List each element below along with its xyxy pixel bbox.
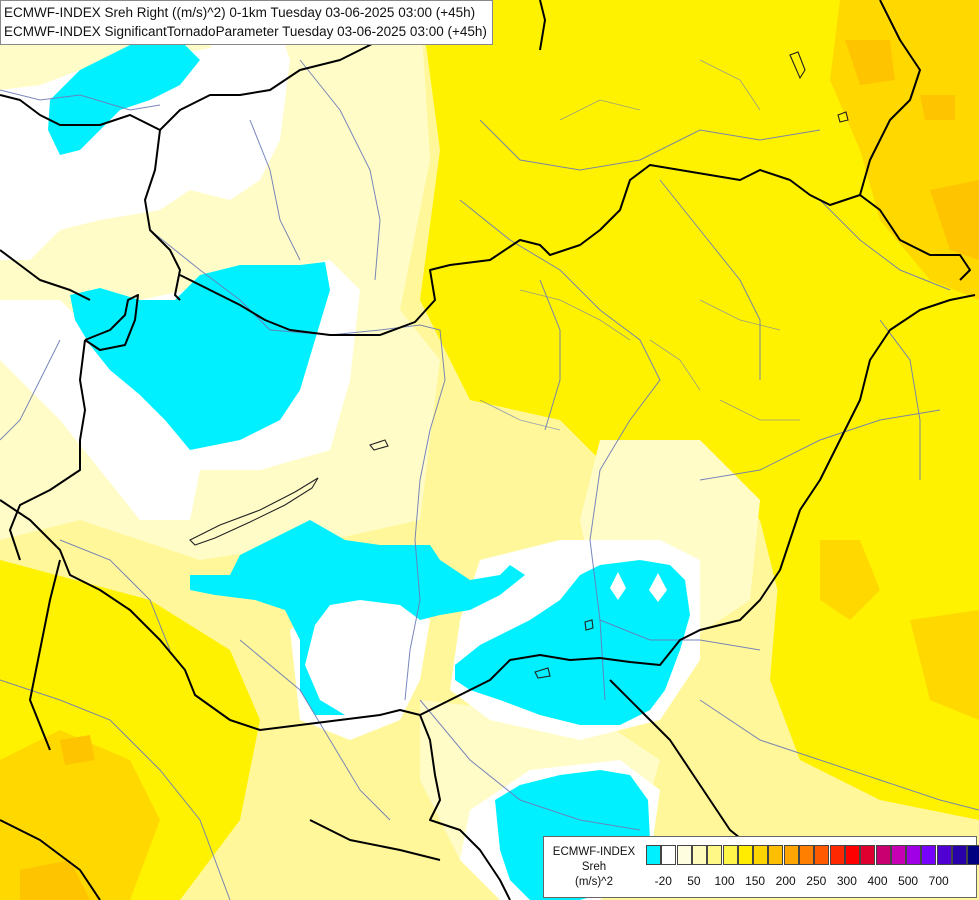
- legend-tick-label: 50: [687, 874, 701, 888]
- legend-tick-label: 200: [775, 874, 796, 888]
- legend-tick-label: 250: [806, 874, 827, 888]
- legend-swatch: [829, 845, 845, 865]
- legend-swatch: [691, 845, 707, 865]
- title-line-1: ECMWF-INDEX Sreh Right ((m/s)^2) 0-1km T…: [4, 5, 476, 20]
- legend-title-line-2: Sreh: [581, 861, 607, 873]
- legend-tick-label: 400: [867, 874, 888, 888]
- legend-title: ECMWF-INDEX Sreh (m/s)^2: [544, 845, 644, 890]
- legend-swatch: [860, 845, 876, 865]
- legend-swatch: [768, 845, 784, 865]
- color-legend: ECMWF-INDEX Sreh (m/s)^2 -20 50 100 150 200 2…: [543, 836, 979, 898]
- legend-swatch: [875, 845, 891, 865]
- legend-swatch: [936, 845, 952, 865]
- admin-boundaries: [479, 59, 800, 431]
- legend-swatch: [844, 845, 860, 865]
- legend-swatch: [967, 845, 979, 865]
- legend-swatch: [890, 845, 906, 865]
- legend-tick-label: 150: [745, 874, 766, 888]
- legend-swatch: [676, 845, 692, 865]
- legend-swatch: [783, 845, 799, 865]
- legend-title-line-3: (m/s)^2: [575, 876, 613, 888]
- legend-swatch: [707, 845, 723, 865]
- title-line-2: ECMWF-INDEX SignificantTornadoParameter …: [4, 24, 487, 39]
- legend-tick-label: 300: [836, 874, 857, 888]
- legend-tick-label: 500: [898, 874, 919, 888]
- legend-tick-label: -20: [654, 874, 672, 888]
- legend-swatch: [814, 845, 830, 865]
- legend-swatch: [906, 845, 922, 865]
- legend-swatch: [722, 845, 738, 865]
- legend-swatch: [737, 845, 753, 865]
- legend-swatch: [646, 845, 661, 865]
- sreh-white-spots: [545, 548, 667, 602]
- legend-swatch: [753, 845, 769, 865]
- legend-swatch: [799, 845, 814, 865]
- map-title-box: ECMWF-INDEX Sreh Right ((m/s)^2) 0-1km T…: [0, 0, 493, 45]
- legend-swatch: [921, 845, 937, 865]
- legend-tick-label: 100: [714, 874, 735, 888]
- legend-swatch: [661, 845, 677, 865]
- legend-tick-label: 700: [928, 874, 949, 888]
- legend-title-line-1: ECMWF-INDEX: [552, 846, 636, 858]
- legend-swatch: [952, 845, 967, 865]
- lakes: [189, 51, 849, 679]
- sreh-darker-orange-areas: [20, 40, 979, 900]
